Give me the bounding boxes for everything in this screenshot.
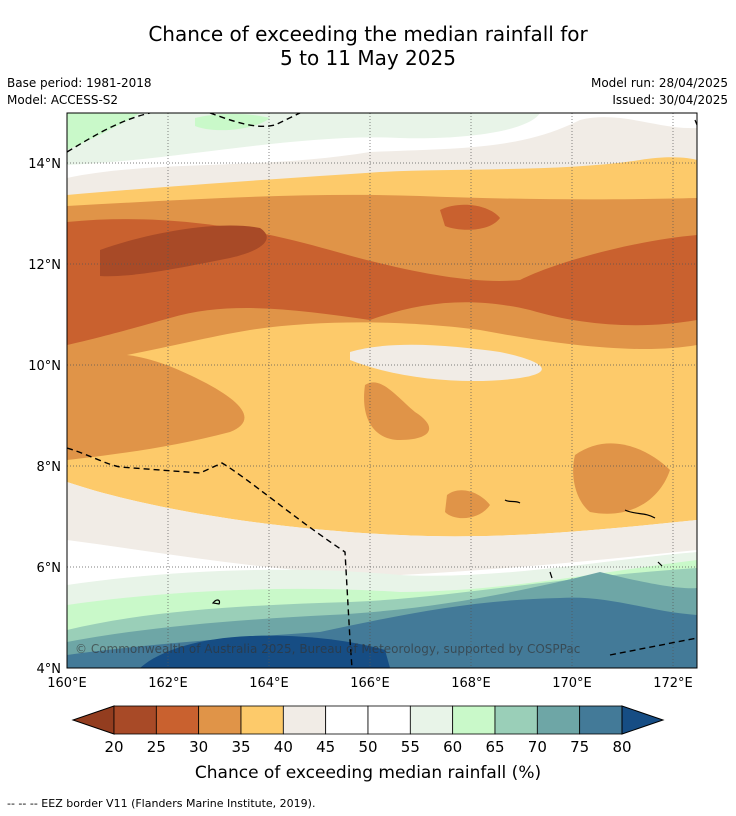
lat-label: 4°N [37, 662, 62, 677]
region-30-35-west [67, 353, 245, 460]
colorbar-tick-label: 65 [485, 738, 504, 756]
colorbar-under-arrow [71, 705, 115, 735]
lon-label: 166°E [350, 676, 390, 691]
lon-label: 160°E [47, 676, 87, 691]
model-run: Model run: 28/04/2025 [590, 76, 728, 90]
lon-label: 168°E [451, 676, 491, 691]
colorbar-tick-label: 20 [104, 738, 123, 756]
colorbar-tick-label: 30 [189, 738, 208, 756]
chart-title: Chance of exceeding the median rainfall … [0, 22, 736, 70]
region-north-green [67, 113, 540, 165]
map-gridlines [67, 113, 697, 668]
lat-label: 8°N [37, 460, 62, 475]
colorbar-tick-label: 80 [612, 738, 631, 756]
region-over-80 [140, 635, 390, 668]
lon-label: 164°E [249, 676, 289, 691]
rainfall-map [67, 113, 697, 668]
colorbar-segment [579, 705, 623, 735]
lon-label: 172°E [653, 676, 693, 691]
issued-date: Issued: 30/04/2025 [612, 93, 728, 107]
colorbar-segment [282, 705, 327, 735]
colorbar-tick-label: 40 [274, 738, 293, 756]
colorbar-segment [240, 705, 284, 735]
region-40-45-south [67, 482, 697, 575]
lat-label: 10°N [28, 359, 61, 374]
lat-label: 12°N [28, 258, 61, 273]
model-name: Model: ACCESS-S2 [7, 93, 119, 107]
colorbar-segment [113, 705, 157, 735]
colorbar-segment [367, 705, 411, 735]
colorbar-tick-label: 70 [528, 738, 547, 756]
lon-label: 162°E [148, 676, 188, 691]
region-north-patch [195, 113, 270, 131]
footnote: -- -- -- EEZ border V11 (Flanders Marine… [7, 797, 316, 810]
islands [211, 119, 698, 605]
region-20-25 [100, 225, 267, 277]
longitude-axis: 160°E 162°E 164°E 166°E 168°E 170°E 172°… [47, 676, 693, 691]
region-40-45-eastcell [350, 344, 542, 381]
region-25-30-north [440, 204, 500, 230]
colorbar-tick-label: 75 [570, 738, 589, 756]
colorbar-segment [536, 705, 581, 735]
lat-label: 14°N [28, 157, 61, 172]
colorbar-title: Chance of exceeding median rainfall (%) [195, 763, 541, 783]
latitude-axis: 14°N 12°N 10°N 8°N 6°N 4°N [28, 157, 61, 677]
colorbar: 20 25 30 35 40 45 50 55 60 65 70 75 80 Chance of exc… [71, 705, 665, 783]
colorbar-segment [325, 705, 369, 735]
title-line-2: 5 to 11 May 2025 [280, 46, 456, 70]
colorbar-tick-label: 45 [316, 738, 335, 756]
colorbar-segment [494, 705, 538, 735]
colorbar-segment [452, 705, 496, 735]
base-period: Base period: 1981-2018 [7, 76, 152, 90]
region-30-35-south [445, 490, 490, 519]
colorbar-tick-label: 35 [231, 738, 250, 756]
colorbar-segment [198, 705, 242, 735]
colorbar-tick-label: 60 [443, 738, 462, 756]
colorbar-over-arrow [621, 705, 665, 735]
region-30-35-east [573, 443, 670, 514]
colorbar-segment [409, 705, 454, 735]
lat-label: 6°N [37, 561, 62, 576]
map-frame [66, 112, 698, 669]
lon-label: 170°E [552, 676, 592, 691]
meta-left: Base period: 1981-2018 Model: ACCESS-S2 [7, 75, 152, 109]
meta-right: Model run: 28/04/2025 Issued: 30/04/2025 [591, 75, 728, 109]
colorbar-tick-label: 25 [147, 738, 166, 756]
region-30-35-mid [364, 382, 430, 440]
colorbar-segment [155, 705, 200, 735]
colorbar-tick-label: 55 [401, 738, 420, 756]
title-line-1: Chance of exceeding the median rainfall … [148, 22, 588, 46]
eez-border [67, 113, 697, 668]
copyright-text: © Commonwealth of Australia 2025, Bureau… [75, 642, 580, 656]
colorbar-tick-label: 50 [358, 738, 377, 756]
